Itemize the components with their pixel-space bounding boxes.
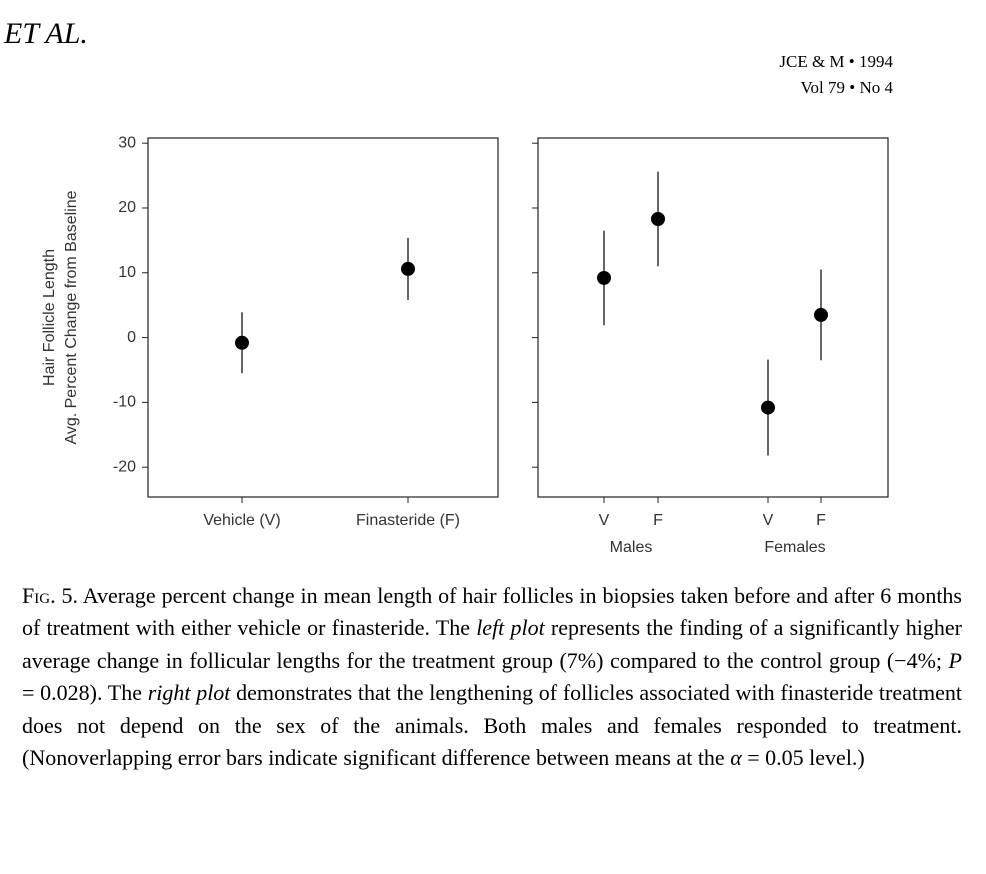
x-tick-label: Finasteride (F) <box>356 512 460 529</box>
figure: ET AL. JCE & M • 1994 Vol 79 • No 4 -20 -… <box>3 17 893 556</box>
caption-text: α <box>730 745 742 771</box>
y-axis-label: Hair Follicle Length <box>41 249 58 386</box>
caption-text: demonstrates that the lengthening of fol… <box>22 680 963 771</box>
caption-text: P <box>948 647 962 673</box>
plot-frame <box>147 137 499 498</box>
x-tick-label: F <box>816 512 826 529</box>
plot-frame <box>537 137 889 498</box>
group-label: Males <box>610 539 653 556</box>
x-tick-label: V <box>763 512 774 529</box>
running-head: ET AL. <box>3 17 88 50</box>
group-label: Females <box>764 539 825 556</box>
caption-text: Average percent change in mean length of… <box>22 583 962 641</box>
y-tick-label: -20 <box>113 458 136 475</box>
journal: JCE & M • 1994 <box>779 52 893 71</box>
caption-text: = 0.028). The <box>22 680 148 706</box>
y-tick-label: 20 <box>118 199 136 216</box>
caption-text: represents the finding of a significantl… <box>22 615 962 673</box>
y-tick-label: 10 <box>118 264 136 281</box>
x-tick-label: Vehicle (V) <box>203 512 280 529</box>
x-tick-label: V <box>599 512 610 529</box>
point <box>401 261 415 276</box>
caption-text: = 0.05 level.) <box>741 745 865 771</box>
y-axis-label: Avg. Percent Change from Baseline <box>63 190 80 444</box>
point <box>651 212 665 227</box>
caption-text: right plot <box>147 680 231 706</box>
y-tick-label: 30 <box>118 134 136 151</box>
point <box>761 400 775 415</box>
point <box>235 335 249 350</box>
point <box>814 307 828 322</box>
point <box>597 270 611 285</box>
y-tick-label: 0 <box>127 329 136 346</box>
x-tick-label: F <box>653 512 663 529</box>
volume: Vol 79 • No 4 <box>800 78 893 97</box>
caption: Fig. 5. Average percent change in mean l… <box>22 580 962 774</box>
caption-label: Fig. 5. <box>22 583 79 608</box>
y-tick-label: -10 <box>113 394 136 411</box>
caption-text: left plot <box>476 615 545 641</box>
